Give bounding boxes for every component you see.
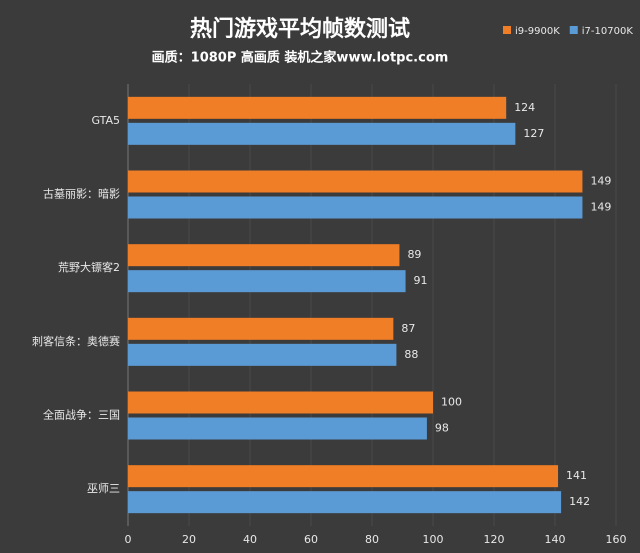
y-tick-label: GTA5 [91, 114, 120, 127]
bar [128, 196, 583, 219]
chart-title: 热门游戏平均帧数测试 [190, 16, 410, 42]
legend-swatch [503, 26, 511, 34]
value-label: 149 [590, 175, 611, 188]
y-tick-label: 古墓丽影：暗影 [43, 187, 120, 201]
value-label: 98 [435, 422, 449, 435]
bar [128, 122, 516, 145]
value-label: 124 [514, 101, 535, 114]
x-tick-label: 60 [304, 533, 318, 546]
value-label: 127 [523, 127, 544, 140]
x-tick-label: 160 [606, 533, 627, 546]
x-tick-label: 100 [423, 533, 444, 546]
y-tick-label: 刺客信条：奥德赛 [32, 334, 120, 348]
x-tick-label: 140 [545, 533, 566, 546]
chart-subtitle: 画质：1080P 高画质 装机之家www.lotpc.com [152, 50, 449, 66]
bar [128, 391, 433, 414]
value-label: 141 [566, 469, 587, 482]
bar [128, 170, 583, 193]
value-label: 149 [590, 201, 611, 214]
bar [128, 244, 400, 267]
x-tick-label: 0 [125, 533, 132, 546]
y-tick-label: 全面战争：三国 [43, 408, 120, 422]
bar [128, 270, 406, 293]
value-label: 91 [414, 274, 428, 287]
legend-label: i9-9900K [515, 26, 560, 37]
value-label: 89 [407, 248, 421, 261]
bar [128, 417, 427, 440]
value-label: 88 [404, 348, 418, 361]
y-tick-label: 巫师三 [87, 482, 120, 495]
y-tick-label: 荒野大镖客2 [58, 260, 120, 274]
x-tick-label: 20 [182, 533, 196, 546]
x-tick-label: 120 [484, 533, 505, 546]
bar [128, 491, 562, 514]
bar [128, 317, 394, 340]
x-tick-label: 80 [365, 533, 379, 546]
bar [128, 465, 559, 488]
value-label: 87 [401, 322, 415, 335]
legend-label: i7-10700K [582, 26, 634, 37]
value-label: 100 [441, 396, 462, 409]
value-label: 142 [569, 495, 590, 508]
bar [128, 343, 397, 366]
x-tick-label: 40 [243, 533, 257, 546]
bar [128, 96, 507, 119]
legend-swatch [569, 26, 578, 34]
